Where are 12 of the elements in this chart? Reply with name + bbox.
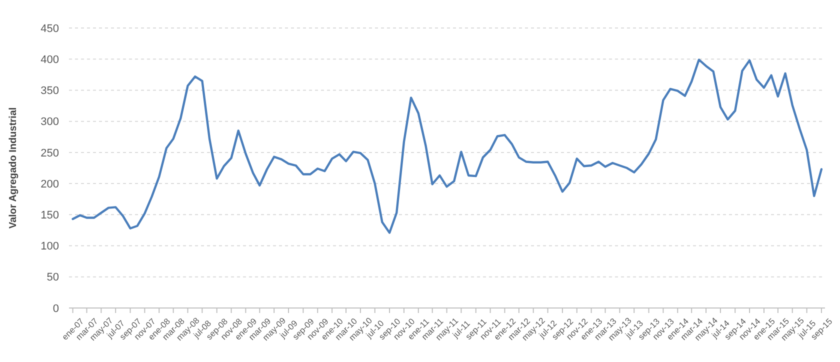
line-series [72, 58, 823, 234]
y-tick-label: 250 [40, 147, 59, 160]
y-tick-label: 300 [40, 116, 59, 128]
y-tick-label: 150 [40, 210, 59, 222]
y-tick-label: 50 [46, 272, 59, 284]
y-tick-label: 400 [40, 54, 59, 66]
y-tick-label: 100 [40, 240, 59, 253]
y-axis-title: Valor Agregado Industrial [8, 107, 19, 229]
y-tick-label: 200 [40, 178, 59, 190]
y-tick-label: 0 [52, 302, 59, 315]
y-tick-label: 450 [40, 22, 59, 35]
y-tick-label: 350 [40, 85, 59, 98]
